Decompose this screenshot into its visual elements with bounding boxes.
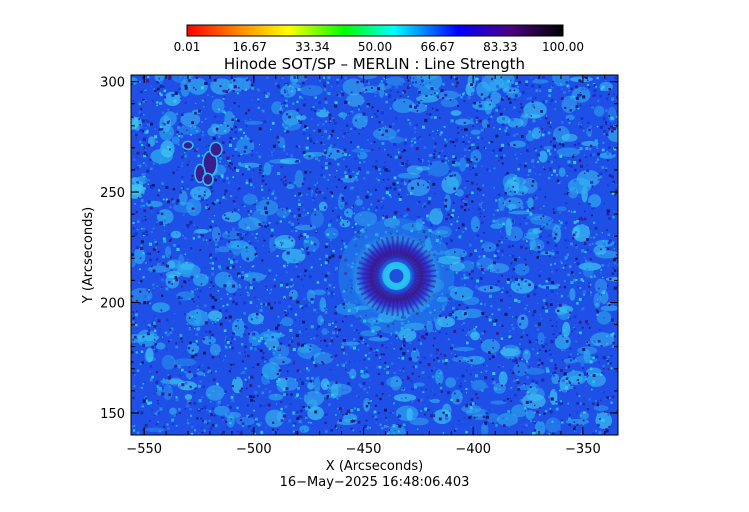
y-tick-label: 150	[100, 407, 125, 422]
chart-title: Hinode SOT/SP – MERLIN : Line Strength	[224, 55, 525, 73]
y-tick-label: 300	[100, 76, 125, 91]
y-tick-label: 250	[100, 186, 125, 201]
colorbar-tick-label: 66.67	[420, 40, 454, 54]
plot-frame	[130, 74, 619, 436]
x-tick-label: −550	[126, 442, 162, 457]
x-tick-label: −500	[236, 442, 272, 457]
colorbar-tick-label: 100.00	[542, 40, 584, 54]
heatmap-image	[131, 75, 618, 435]
pore-feature	[182, 140, 194, 151]
y-tick-label: 200	[100, 296, 125, 311]
y-axis-label: Y (Arcseconds)	[81, 207, 96, 304]
colorbar-tick-label: 50.00	[358, 40, 392, 54]
x-tick-label: −450	[346, 442, 382, 457]
x-tick-label: −400	[455, 442, 491, 457]
colorbar-tick-label: 0.01	[174, 40, 201, 54]
pore-feature	[202, 172, 214, 187]
x-axis-label: X (Arcseconds)	[326, 459, 423, 474]
colorbar-tick-label: 33.34	[295, 40, 329, 54]
timestamp: 16−May−2025 16:48:06.403	[280, 475, 470, 490]
colorbar	[186, 24, 564, 37]
colorbar-tick-label: 16.67	[232, 40, 266, 54]
colorbar-tick-label: 83.33	[483, 40, 517, 54]
pore-feature	[209, 141, 223, 158]
x-tick-label: −350	[565, 442, 601, 457]
